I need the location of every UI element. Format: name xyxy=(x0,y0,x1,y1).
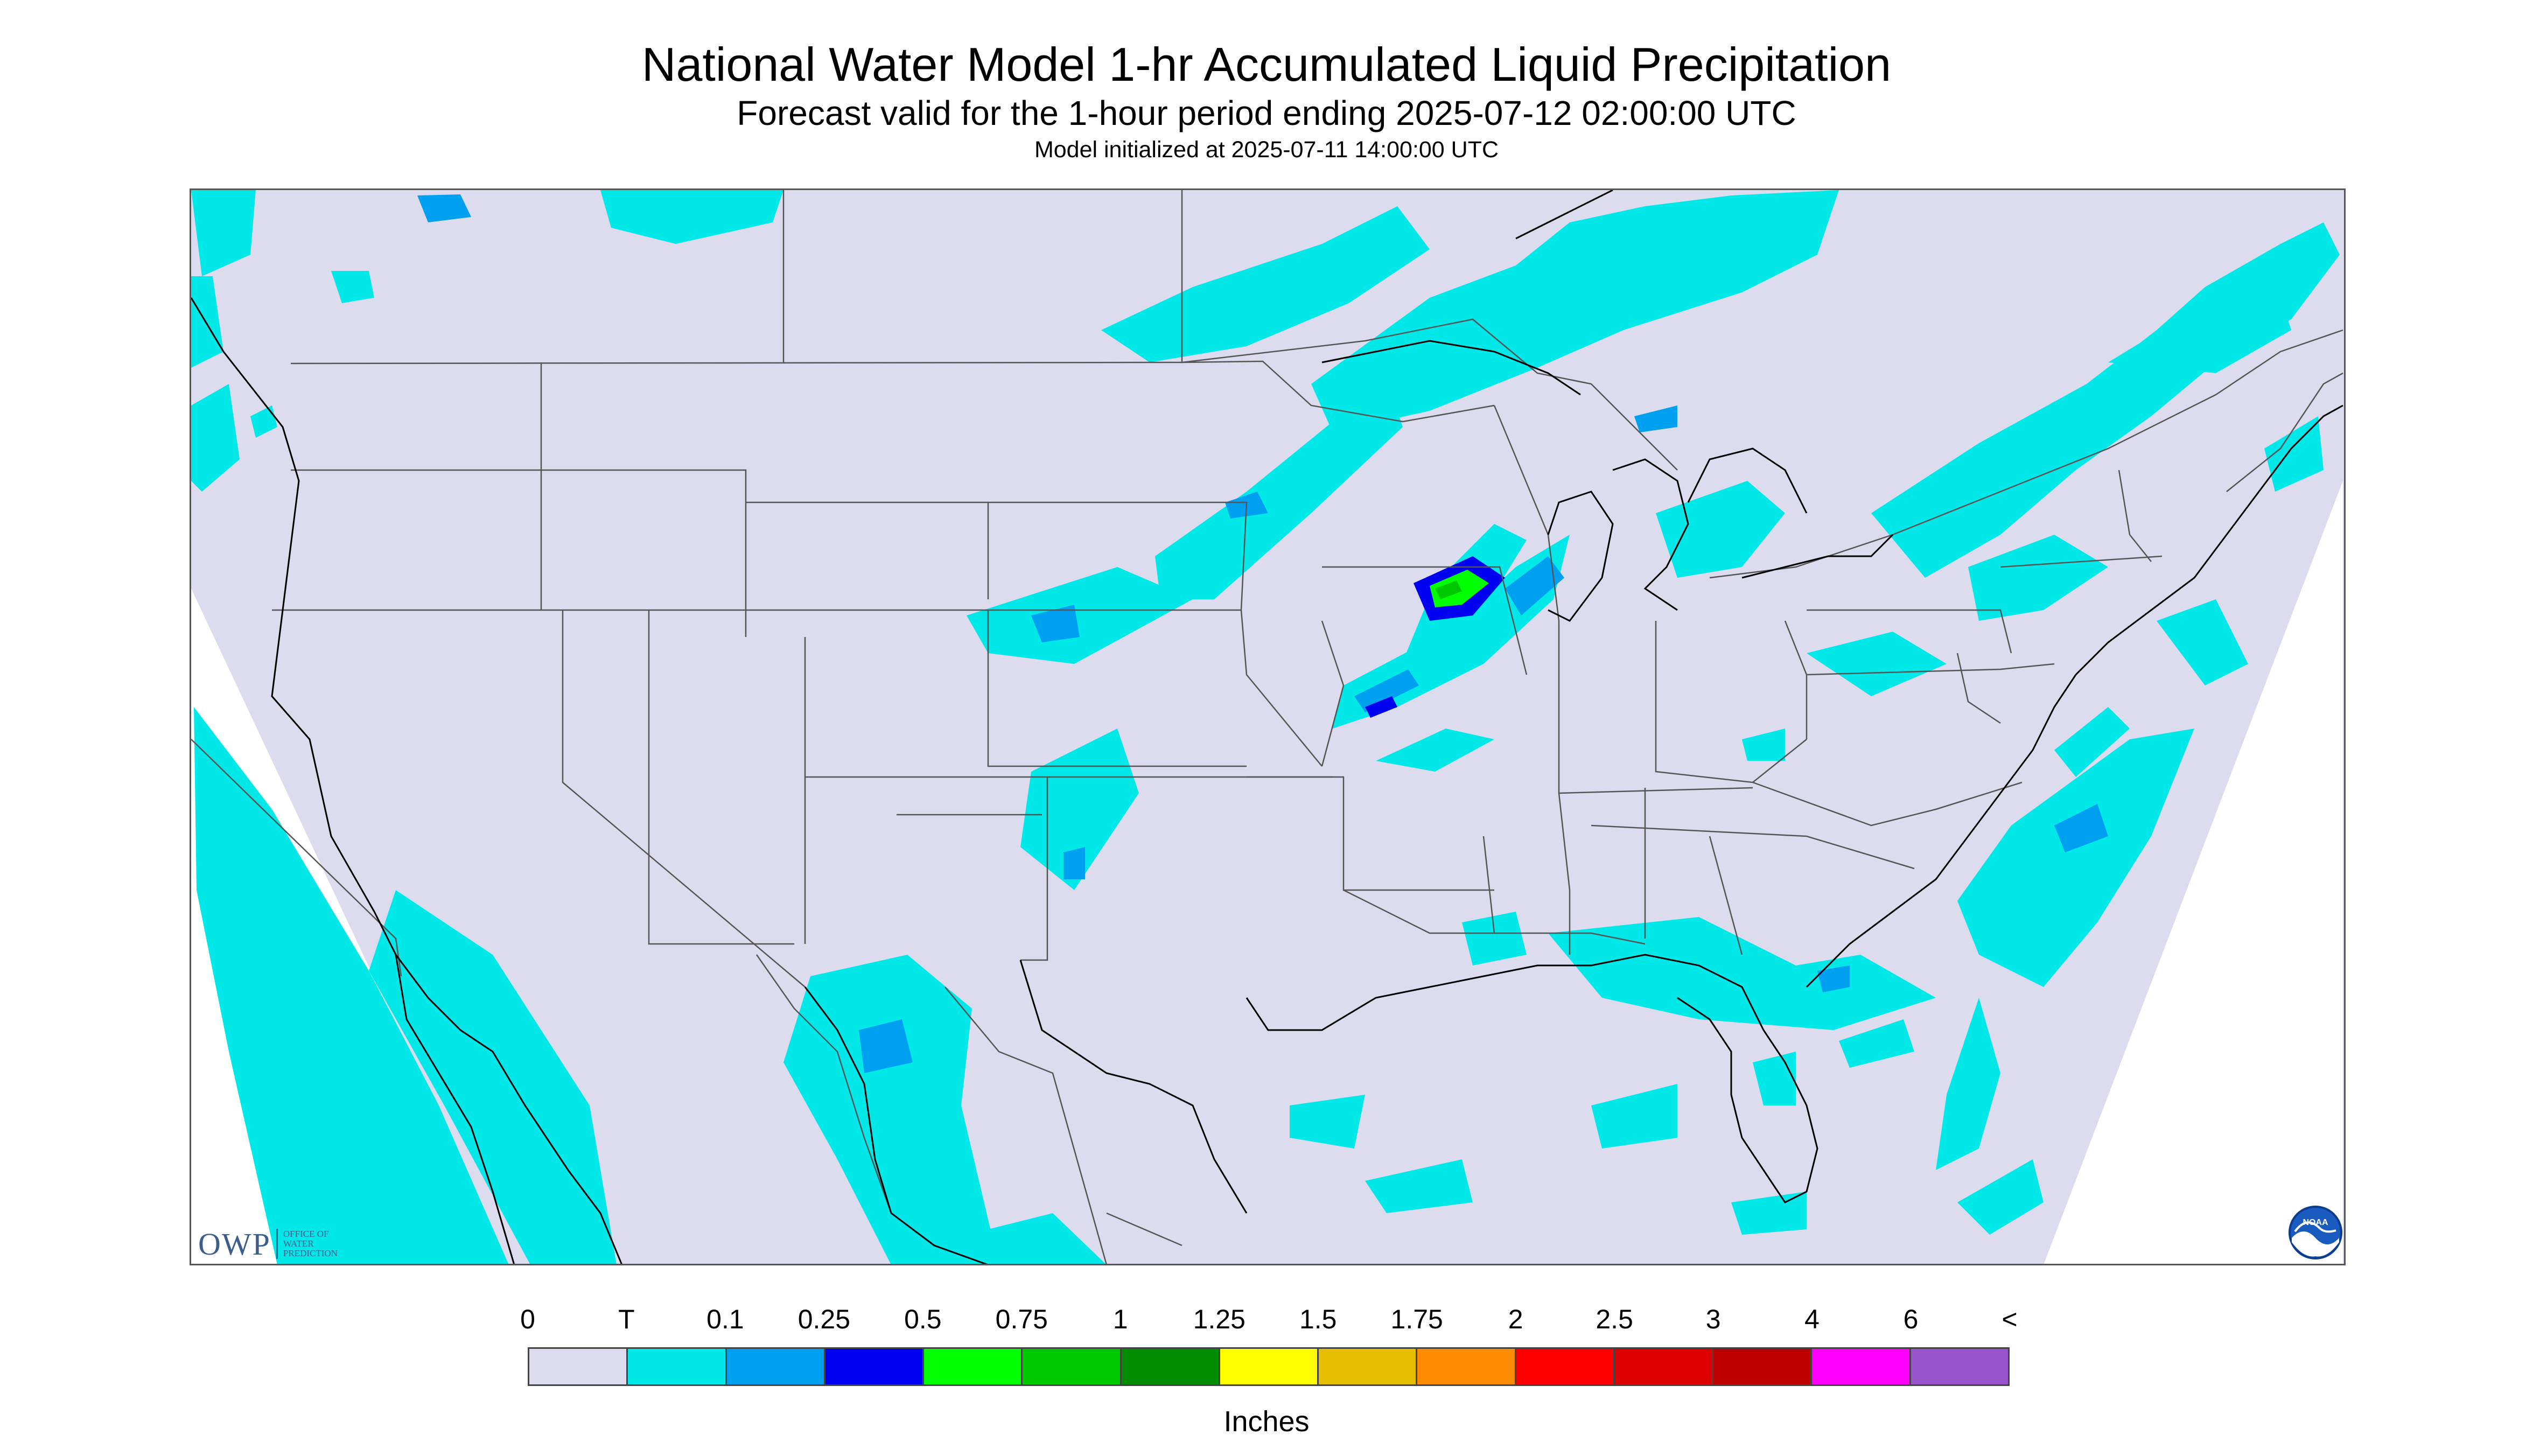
legend-tick-label: 1.25 xyxy=(1193,1304,1245,1334)
owp-logo-text: OFFICE OF WATER PREDICTION xyxy=(283,1229,338,1258)
noaa-logo-mark: NOAA xyxy=(2303,1218,2328,1227)
legend-swatch xyxy=(726,1349,825,1384)
legend-tick-label: 1.75 xyxy=(1390,1304,1443,1334)
legend-swatch xyxy=(1516,1349,1615,1384)
owp-logo-line: PREDICTION xyxy=(283,1248,338,1258)
owp-logo-divider xyxy=(276,1229,278,1259)
legend-tick-label: 0.1 xyxy=(706,1304,744,1334)
precipitation-map xyxy=(190,188,2346,1265)
map-outside-right xyxy=(2044,481,2343,1264)
legend-tick-label: 1.5 xyxy=(1299,1304,1337,1334)
legend-tick-label: 4 xyxy=(1804,1304,1820,1334)
color-legend xyxy=(528,1347,2010,1386)
legend-tick-label: 0.75 xyxy=(995,1304,1048,1334)
legend-tick-label: 6 xyxy=(1903,1304,1919,1334)
legend-swatch xyxy=(1121,1349,1220,1384)
map-canvas xyxy=(191,190,2343,1264)
precip-trace xyxy=(191,190,2340,1264)
page-subtitle: Forecast valid for the 1-hour period end… xyxy=(737,94,1796,132)
owp-logo: OWP OFFICE OF WATER PREDICTION xyxy=(198,1226,338,1262)
noaa-logo: NOAA xyxy=(2287,1205,2343,1263)
page-title: National Water Model 1-hr Accumulated Li… xyxy=(641,38,1892,91)
owp-logo-line: WATER xyxy=(283,1238,314,1249)
legend-tick-label: 0.5 xyxy=(904,1304,942,1334)
legend-tick-label: 0 xyxy=(520,1304,535,1334)
legend-swatch xyxy=(628,1349,727,1384)
coastlines xyxy=(191,190,2343,1264)
legend-tick-label: 2.5 xyxy=(1596,1304,1633,1334)
legend-swatch xyxy=(529,1349,628,1384)
precip-heavy xyxy=(1365,556,1505,718)
legend-swatch xyxy=(1417,1349,1516,1384)
legend-swatch xyxy=(924,1349,1023,1384)
legend-tick-label: 1 xyxy=(1112,1304,1128,1334)
legend-tick-label: 2 xyxy=(1508,1304,1523,1334)
legend-swatch xyxy=(1614,1349,1714,1384)
owp-logo-line: OFFICE OF xyxy=(283,1229,329,1239)
legend-swatch xyxy=(1911,1349,2008,1384)
legend-tick-label: 3 xyxy=(1705,1304,1721,1334)
legend-swatch xyxy=(1812,1349,1911,1384)
legend-swatch xyxy=(825,1349,925,1384)
legend-swatch xyxy=(1319,1349,1418,1384)
legend-swatch xyxy=(1713,1349,1813,1384)
noaa-logo-icon: NOAA xyxy=(2289,1206,2342,1259)
legend-units: Inches xyxy=(1223,1405,1310,1438)
legend-swatch xyxy=(1220,1349,1319,1384)
legend-tick-label: T xyxy=(618,1304,635,1334)
legend-swatch xyxy=(1023,1349,1122,1384)
legend-tick-label: 0.25 xyxy=(797,1304,851,1334)
model-init-time: Model initialized at 2025-07-11 14:00:00… xyxy=(1034,137,1499,163)
legend-tick-label: < xyxy=(2002,1304,2018,1334)
owp-logo-mark: OWP xyxy=(198,1226,271,1262)
